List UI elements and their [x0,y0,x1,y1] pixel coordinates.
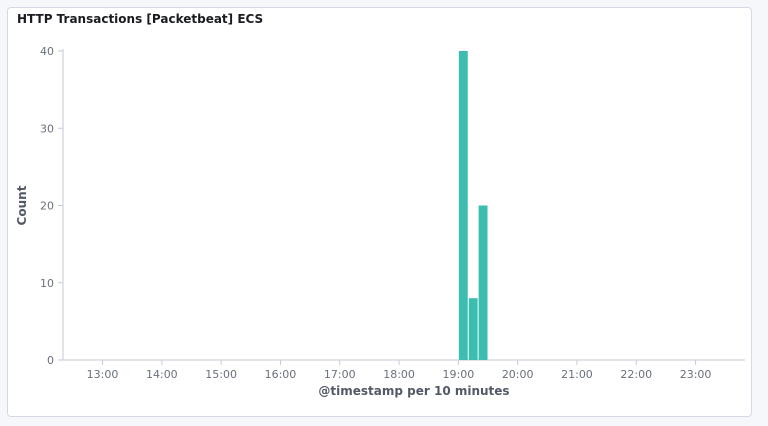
bar-series [458,51,488,360]
x-tick-label: 17:00 [324,368,356,381]
x-tick-label: 13:00 [87,368,119,381]
y-tick-label: 40 [40,45,54,58]
y-tick-label: 0 [47,354,54,367]
x-tick-label: 20:00 [502,368,534,381]
y-axis: 0 10 20 30 40 [40,45,64,367]
x-tick-label: 19:00 [443,368,475,381]
x-axis: 13:00 14:00 15:00 16:00 17:00 18:00 19:00 20:00… [63,359,745,381]
bar [478,205,488,360]
visualization-panel: HTTP Transactions [Packetbeat] ECS 0 10 20… [7,7,752,417]
x-tick-label: 16:00 [265,368,297,381]
y-tick-label: 10 [40,277,54,290]
x-tick-label: 15:00 [205,368,237,381]
bar [468,298,478,360]
x-axis-title: @timestamp per 10 minutes [318,384,509,398]
bar [458,51,468,360]
y-axis-title: Count [15,185,29,225]
panel-title: HTTP Transactions [Packetbeat] ECS [17,12,264,26]
x-tick-label: 21:00 [561,368,593,381]
y-tick-label: 30 [40,122,54,135]
x-tick-label: 18:00 [383,368,415,381]
x-tick-label: 22:00 [620,368,652,381]
bar-chart: 0 10 20 30 40 13:00 14:00 15:00 16:00 17:00 18:00… [15,45,745,398]
x-tick-label: 14:00 [146,368,178,381]
x-tick-label: 23:00 [680,368,712,381]
y-tick-label: 20 [40,200,54,213]
